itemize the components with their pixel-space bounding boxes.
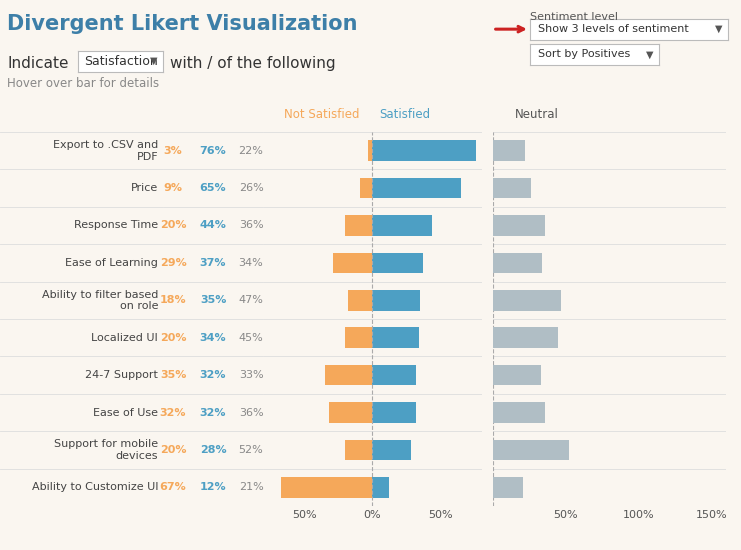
Text: 24-7 Support: 24-7 Support <box>85 370 158 380</box>
Bar <box>325 365 372 386</box>
Text: 44%: 44% <box>199 221 227 230</box>
Bar <box>493 290 562 311</box>
Text: Export to .CSV and
PDF: Export to .CSV and PDF <box>53 140 158 162</box>
Text: 37%: 37% <box>200 258 226 268</box>
Text: 29%: 29% <box>159 258 187 268</box>
Bar <box>493 439 568 460</box>
Bar <box>345 215 372 236</box>
Bar <box>372 252 423 273</box>
Text: 36%: 36% <box>239 221 263 230</box>
Text: 65%: 65% <box>200 183 226 193</box>
Text: Not Satisfied: Not Satisfied <box>285 108 360 121</box>
Text: 33%: 33% <box>239 370 263 380</box>
Bar <box>348 290 372 311</box>
Text: 32%: 32% <box>200 370 226 380</box>
Text: 32%: 32% <box>160 408 186 417</box>
Bar <box>372 365 416 386</box>
Text: 34%: 34% <box>200 333 226 343</box>
Text: Response Time: Response Time <box>74 221 158 230</box>
Bar <box>281 477 372 498</box>
Bar <box>372 290 420 311</box>
Text: ▼: ▼ <box>645 50 653 59</box>
Text: Ability to filter based
on role: Ability to filter based on role <box>41 289 158 311</box>
Bar <box>372 327 419 348</box>
Text: 20%: 20% <box>160 445 186 455</box>
Text: Ability to Customize UI: Ability to Customize UI <box>32 482 158 492</box>
Text: with / of the following: with / of the following <box>170 56 336 71</box>
Text: Hover over bar for details: Hover over bar for details <box>7 77 159 90</box>
Bar <box>372 477 389 498</box>
Bar <box>372 140 476 161</box>
Text: Price: Price <box>131 183 158 193</box>
Bar <box>360 178 372 199</box>
Bar <box>345 439 372 460</box>
Text: Ease of Use: Ease of Use <box>93 408 158 417</box>
Text: ▼: ▼ <box>150 56 157 66</box>
Text: Divergent Likert Visualization: Divergent Likert Visualization <box>7 14 358 34</box>
Text: Satisfied: Satisfied <box>379 108 431 121</box>
Text: Satisfaction: Satisfaction <box>84 54 159 68</box>
Text: Neutral: Neutral <box>515 108 559 121</box>
Bar <box>372 402 416 423</box>
Text: 20%: 20% <box>160 333 186 343</box>
Text: 36%: 36% <box>239 408 263 417</box>
Bar <box>493 402 545 423</box>
Text: 76%: 76% <box>199 146 227 156</box>
Text: 20%: 20% <box>160 221 186 230</box>
Bar <box>333 252 372 273</box>
Text: 52%: 52% <box>239 445 264 455</box>
Text: 18%: 18% <box>160 295 186 305</box>
Text: 34%: 34% <box>239 258 264 268</box>
Bar <box>493 178 531 199</box>
Text: 9%: 9% <box>164 183 182 193</box>
Text: Localized UI: Localized UI <box>91 333 158 343</box>
Text: ▼: ▼ <box>715 24 722 34</box>
Text: 12%: 12% <box>200 482 226 492</box>
Text: Sentiment level: Sentiment level <box>530 12 618 22</box>
Text: 35%: 35% <box>200 295 226 305</box>
Text: 67%: 67% <box>159 482 187 492</box>
Bar <box>372 439 411 460</box>
Bar <box>345 327 372 348</box>
Text: 47%: 47% <box>239 295 264 305</box>
Bar <box>493 477 523 498</box>
Text: 35%: 35% <box>160 370 186 380</box>
Text: 28%: 28% <box>200 445 226 455</box>
Text: Support for mobile
devices: Support for mobile devices <box>54 439 158 461</box>
Bar <box>372 215 433 236</box>
Bar <box>493 140 525 161</box>
Bar <box>328 402 372 423</box>
Text: Indicate: Indicate <box>7 56 69 71</box>
Text: Sort by Positives: Sort by Positives <box>537 50 630 59</box>
Text: 22%: 22% <box>239 146 264 156</box>
Bar <box>493 327 559 348</box>
Text: 3%: 3% <box>164 146 182 156</box>
Bar <box>493 252 542 273</box>
Text: 45%: 45% <box>239 333 264 343</box>
Bar <box>493 365 541 386</box>
Text: 26%: 26% <box>239 183 264 193</box>
Text: Ease of Learning: Ease of Learning <box>65 258 158 268</box>
Bar <box>372 178 461 199</box>
Text: Show 3 levels of sentiment: Show 3 levels of sentiment <box>538 24 688 34</box>
Bar <box>368 140 372 161</box>
Bar <box>493 215 545 236</box>
Text: 32%: 32% <box>200 408 226 417</box>
Text: 21%: 21% <box>239 482 264 492</box>
